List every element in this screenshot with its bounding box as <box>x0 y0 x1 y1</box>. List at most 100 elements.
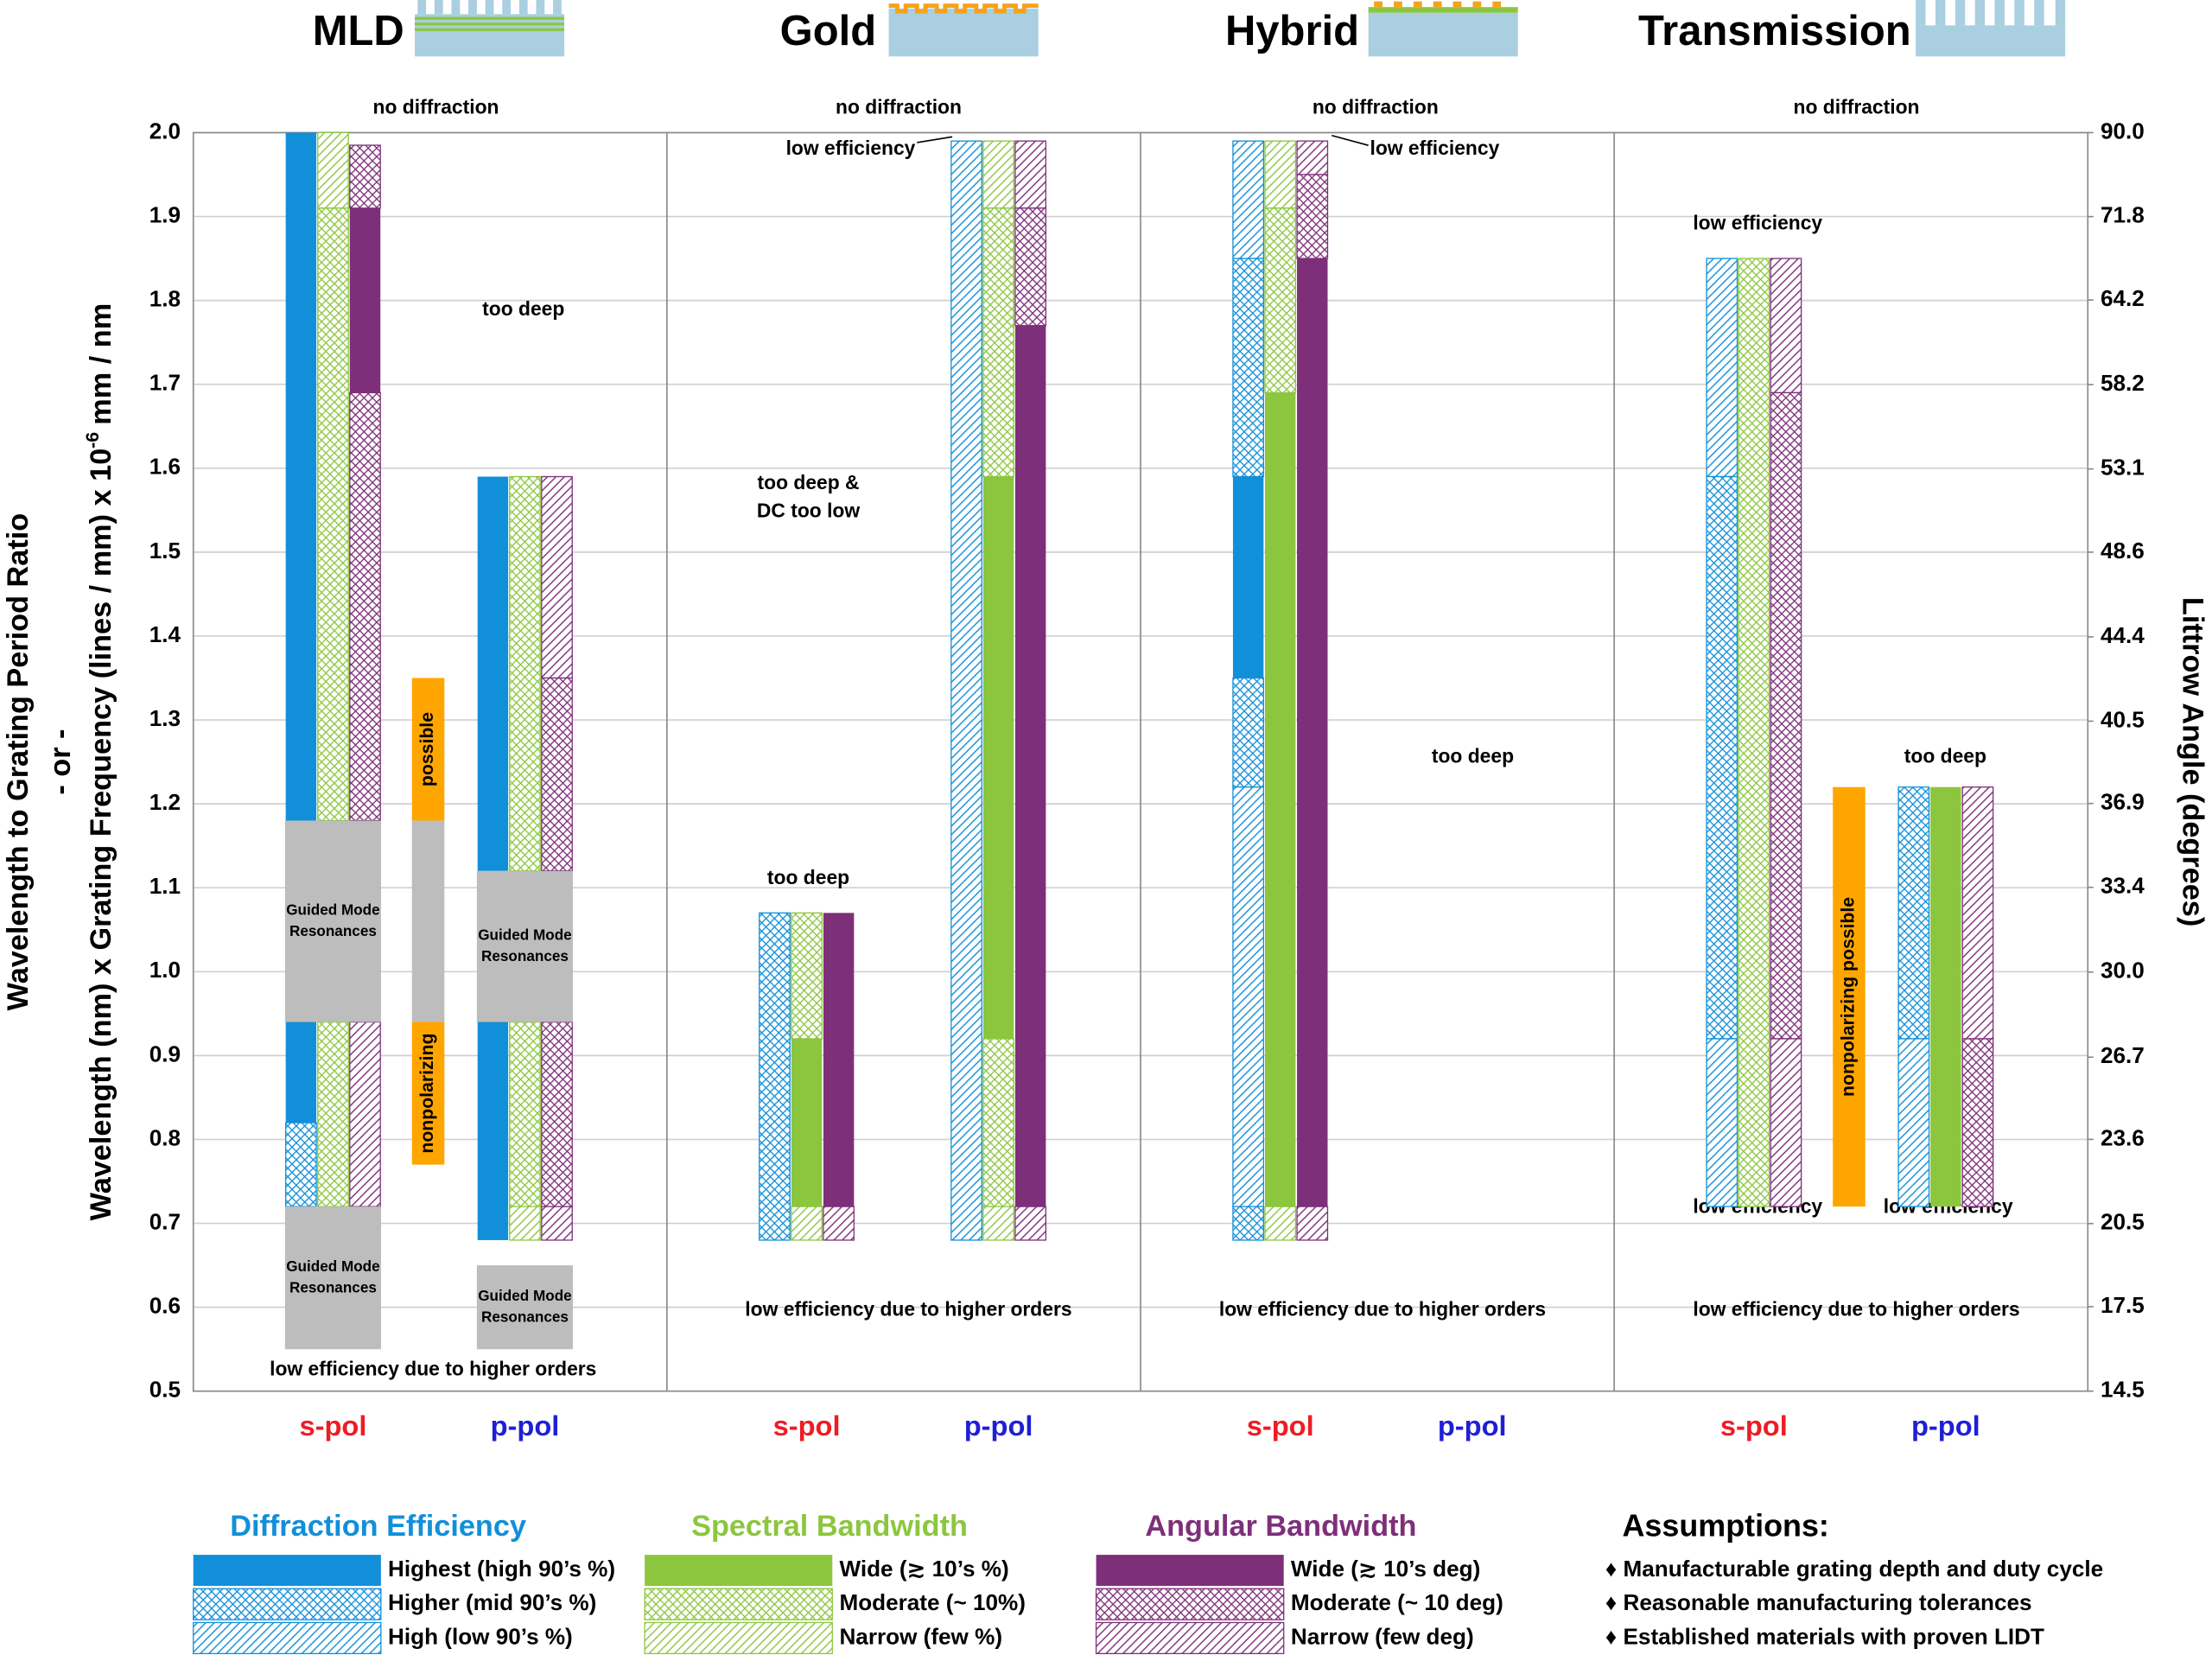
bar-segment <box>541 1206 573 1241</box>
band-label: nonpolarizing possible <box>1839 897 1859 1097</box>
y-tick-label: 1.4 <box>149 621 181 647</box>
x-group-label: p-pol <box>964 1410 1033 1442</box>
y-tick-label: 0.8 <box>149 1124 181 1150</box>
bar-segment <box>1264 207 1297 394</box>
annotation: low efficiency due to higher orders <box>1693 1298 2019 1321</box>
bar-segment <box>1296 174 1329 259</box>
legend-swatch <box>644 1621 833 1655</box>
bar-segment <box>317 1021 349 1207</box>
resonance-label: Resonances <box>289 1278 377 1295</box>
resonance-label: Guided Mode <box>286 1257 379 1275</box>
legend-swatch <box>193 1555 381 1587</box>
bar-segment <box>1232 1206 1265 1241</box>
legend-label: Highest (high 90’s %) <box>388 1556 615 1582</box>
bar-segment <box>541 1021 573 1207</box>
annotation: too deep <box>1432 745 1514 767</box>
icon-hybrid <box>1368 1 1518 57</box>
bar-segment <box>1770 391 1802 1040</box>
bar-segment <box>1706 475 1738 1040</box>
legend-title: Spectral Bandwidth <box>691 1510 968 1543</box>
bar-segment <box>982 140 1014 209</box>
header-icons <box>415 0 2066 57</box>
bar-segment <box>791 1038 823 1207</box>
annotation: too deep <box>482 297 564 320</box>
y-tick-label: 1.2 <box>149 789 181 815</box>
legend-label: Wide (≳ 10’s deg) <box>1291 1556 1480 1582</box>
x-group-label: p-pol <box>1911 1410 1980 1442</box>
bar-segment <box>509 1206 541 1241</box>
bar-segment <box>1930 786 1961 1207</box>
bar-segment <box>285 1022 317 1123</box>
bar-segment <box>317 131 349 209</box>
y-tick-label: 1.3 <box>149 705 181 731</box>
panel-title: Transmission <box>1638 8 1911 54</box>
resonance-label: Resonances <box>481 1308 569 1325</box>
y2-tick-label: 53.1 <box>2101 455 2145 481</box>
y2-tick-label: 90.0 <box>2101 118 2145 143</box>
x-group-label: s-pol <box>773 1410 841 1442</box>
y-tick-label: 1.9 <box>149 201 181 227</box>
y-tick-label: 0.5 <box>149 1377 181 1403</box>
annotation: DC too low <box>757 500 861 522</box>
polarization-band <box>411 1022 445 1165</box>
legend-swatch <box>193 1621 382 1655</box>
legend-swatch <box>193 1588 382 1620</box>
legend-swatch <box>645 1555 833 1587</box>
bar-segment <box>1770 258 1802 394</box>
y2-tick-label: 58.2 <box>2101 370 2145 396</box>
bar-segment <box>1897 786 1930 1040</box>
band-label: nonpolarizing <box>417 1034 437 1154</box>
legend-label: High (low 90’s %) <box>388 1623 573 1649</box>
y2-tick-label: 14.5 <box>2101 1377 2145 1403</box>
y2-tick-label: 40.5 <box>2101 706 2145 732</box>
annotation: low efficiency <box>1693 212 1822 234</box>
assumption-item: ♦ Reasonable manufacturing tolerances <box>1605 1589 2032 1615</box>
bar-segment <box>1961 786 1994 1040</box>
annotation: no diffraction <box>1794 96 1920 118</box>
bar-segment <box>1264 392 1296 1207</box>
assumption-item: ♦ Manufacturable grating depth and duty … <box>1605 1556 2103 1582</box>
legend-swatch <box>1096 1555 1284 1587</box>
bar-segment <box>541 677 573 872</box>
icon-transmission <box>1916 0 2066 57</box>
y-tick-label: 0.9 <box>149 1041 181 1066</box>
annotation: low efficiency due to higher orders <box>745 1298 1071 1321</box>
bar-segment <box>1296 1206 1329 1241</box>
bar-segment <box>1706 1038 1738 1207</box>
assumptions-title: Assumptions: <box>1623 1508 1829 1544</box>
polarization-band <box>1833 786 1866 1207</box>
bar-segment <box>285 132 317 821</box>
bar-segment <box>477 476 509 871</box>
bar-segment <box>1264 140 1297 209</box>
x-group-label: s-pol <box>299 1410 366 1442</box>
legend-label: Wide (≳ 10’s %) <box>839 1556 1008 1582</box>
resonance-box <box>476 870 574 1022</box>
polarization-band <box>411 820 445 1022</box>
leader-line <box>1331 134 1369 146</box>
y2-tick-label: 26.7 <box>2101 1042 2145 1068</box>
legend-title: Angular Bandwidth <box>1145 1510 1416 1543</box>
legend-label: Narrow (few deg) <box>1291 1623 1474 1649</box>
y2-axis-label: Littrow Angle (degrees) <box>2176 597 2209 926</box>
bar-segment <box>982 1206 1014 1241</box>
bar-segment <box>823 913 855 1207</box>
x-group-label: s-pol <box>1720 1410 1788 1442</box>
annotation: no diffraction <box>373 96 499 118</box>
bar-segment <box>541 475 573 679</box>
bar-segment <box>349 391 381 822</box>
resonance-box <box>284 820 382 1022</box>
legend-label: Moderate (~ 10 deg) <box>1291 1589 1503 1615</box>
bar-segment <box>1014 140 1047 209</box>
y-tick-label: 1.1 <box>149 873 181 899</box>
x-group-label: s-pol <box>1247 1410 1314 1442</box>
y-axis-label-base: Wavelength (nm) x Grating Frequency (lin… <box>85 449 118 1221</box>
x-group-label: p-pol <box>1438 1410 1507 1442</box>
x-group-label: p-pol <box>491 1410 560 1442</box>
annotation: no diffraction <box>1313 96 1439 118</box>
bar-segment <box>982 207 1014 478</box>
legend-swatch <box>1095 1621 1285 1655</box>
panel-title: Gold <box>780 8 877 54</box>
resonance-label: Guided Mode <box>286 901 379 918</box>
annotation: low efficiency <box>786 137 916 159</box>
